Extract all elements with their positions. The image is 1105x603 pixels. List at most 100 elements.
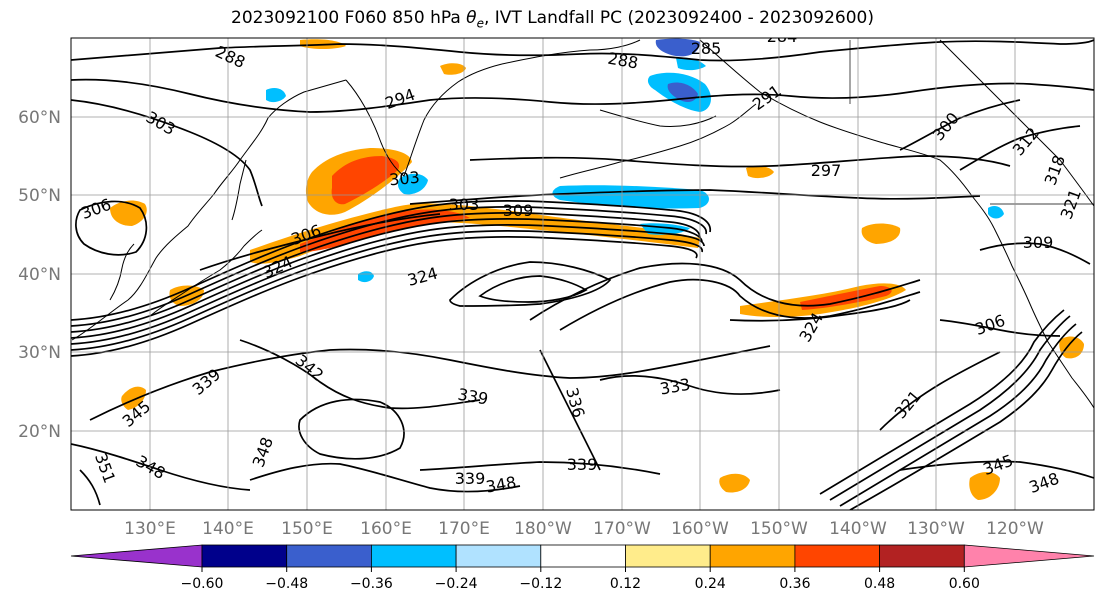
contour-label: 297: [811, 161, 842, 180]
colorbar-bin: [794, 544, 881, 568]
positive-fill-top-center: [440, 63, 466, 75]
colorbar-tick-label: 0.24: [695, 576, 726, 592]
colorbar-ticks: −0.60 −0.48 −0.36 −0.24 −0.12 0.12 0.24 …: [181, 567, 980, 592]
colorbar-tick-label: −0.60: [181, 576, 224, 592]
colorbar-bin: [201, 544, 288, 568]
title-prefix: 2023092100 F060 850 hPa: [231, 8, 467, 28]
lat-label-40n: 40°N: [18, 265, 61, 285]
positive-fill-central-core: [800, 286, 892, 310]
contour-label: 339: [455, 469, 486, 488]
contour-wave-2: [559, 278, 921, 331]
negative-fill-kamchatka: [397, 173, 428, 195]
contour-label: 284: [767, 27, 798, 46]
lon-label-170w: 170°W: [593, 519, 651, 539]
lon-label-170e: 170°E: [438, 519, 490, 539]
contour-jet-6: [71, 205, 707, 327]
contour-east-band-4: [819, 309, 1065, 495]
colorbar-extend-high: [963, 544, 1095, 568]
contour-east-band-3: [849, 331, 1083, 510]
coastline-kamchatka: [345, 63, 503, 177]
colorbar: [70, 544, 1095, 568]
colorbar-tick-label: 0.12: [610, 576, 641, 592]
negative-fill-bristol-bay-core: [667, 82, 698, 102]
contour-351: [79, 469, 101, 506]
lon-label-140e: 140°E: [202, 519, 254, 539]
contour-309-east: [979, 242, 1091, 265]
colorbar-bin: [370, 544, 457, 568]
contour-label: 309: [1023, 233, 1054, 252]
negative-fill-gulf-alaska: [988, 206, 1004, 219]
contour-297-mid: [469, 155, 1011, 168]
gridlines: [71, 38, 1094, 510]
positive-fill-california: [1059, 336, 1084, 359]
map-frame: [70, 37, 1095, 511]
lon-label-160e: 160°E: [360, 519, 412, 539]
colorbar-extend-low: [70, 544, 203, 568]
title-symbol: θ: [466, 8, 477, 28]
contour-sub-ring-1: [298, 398, 405, 460]
contour-324-loop-inner: [478, 275, 588, 303]
lon-label-150w: 150°W: [750, 519, 808, 539]
map-title: 2023092100 F060 850 hPa θe, IVT Landfall…: [0, 8, 1105, 30]
colorbar-bin: [625, 544, 711, 568]
lat-label-20n: 20°N: [18, 422, 61, 442]
negative-fill-kamchatka-north: [266, 88, 286, 103]
colorbar-tick-label: −0.48: [265, 576, 308, 592]
negative-fill-top-alaska: [655, 38, 700, 57]
contour-348-mid: [249, 462, 521, 493]
positive-fill-south-east: [969, 472, 1000, 500]
positive-fill-north-pacific: [746, 165, 774, 179]
lon-label-180w: 180°W: [514, 519, 572, 539]
contour-324-loop: [449, 261, 612, 307]
contour-306-east: [939, 319, 1061, 337]
lon-label-140w: 140°W: [829, 519, 887, 539]
contour-333-mid: [599, 374, 781, 395]
contour-345-se: [899, 460, 1094, 479]
colorbar-tick-label: −0.12: [519, 576, 562, 592]
lat-label-60n: 60°N: [18, 108, 61, 128]
contour-303-north: [71, 99, 263, 207]
positive-fill-jet-core: [300, 209, 470, 252]
theta-e-contours: [71, 39, 1094, 510]
lat-label-30n: 30°N: [18, 343, 61, 363]
longitude-labels: 130°E 140°E 150°E 160°E 170°E 180°W 170°…: [124, 519, 1044, 539]
lon-label-150e: 150°E: [281, 519, 333, 539]
lat-label-50n: 50°N: [18, 186, 61, 206]
contour-label: 339: [567, 455, 598, 474]
contour-jet-8: [199, 213, 441, 271]
lon-label-130w: 130°W: [907, 519, 965, 539]
positive-fill-east-china: [121, 386, 146, 410]
contour-339-west: [89, 345, 771, 421]
contour-294-arc: [71, 78, 1094, 113]
colorbar-bin: [286, 544, 372, 568]
contour-jet-7: [71, 199, 711, 321]
coastline-siberia-north: [501, 39, 641, 65]
coastline-bering: [599, 109, 717, 127]
positive-fill-jet-west: [250, 203, 700, 264]
contour-label: 303: [449, 195, 480, 214]
contour-east-band-1: [829, 315, 1071, 501]
colorbar-tick-label: 0.48: [864, 576, 895, 592]
latitude-labels: 60°N 50°N 40°N 30°N 20°N: [18, 108, 61, 442]
contour-wave-3: [729, 299, 911, 322]
coastline-sakhalin: [231, 159, 247, 221]
contour-jet-1: [71, 211, 701, 333]
contour-east-band-2: [839, 323, 1077, 507]
colorbar-tick-label: −0.36: [350, 576, 393, 592]
contour-339-lower: [419, 461, 661, 475]
coastline-aleutians: [559, 103, 757, 179]
coastline-japan: [149, 229, 263, 317]
contour-348-sw: [71, 443, 251, 491]
colorbar-tick-label: 0.36: [779, 576, 810, 592]
contour-303-mid: [409, 189, 981, 205]
colorbar-tick-label: 0.60: [949, 576, 980, 592]
positive-fill-subtropics: [719, 473, 750, 493]
contour-300-east: [899, 99, 1021, 151]
contour-336: [539, 349, 601, 471]
title-suffix: , IVT Landfall PC (2023092400 - 20230926…: [483, 8, 874, 28]
lon-label-160w: 160°W: [671, 519, 729, 539]
contour-312-east: [959, 125, 1081, 171]
positive-fill-gulf-alaska: [861, 223, 901, 244]
coastline-bc-coast: [993, 227, 1094, 409]
